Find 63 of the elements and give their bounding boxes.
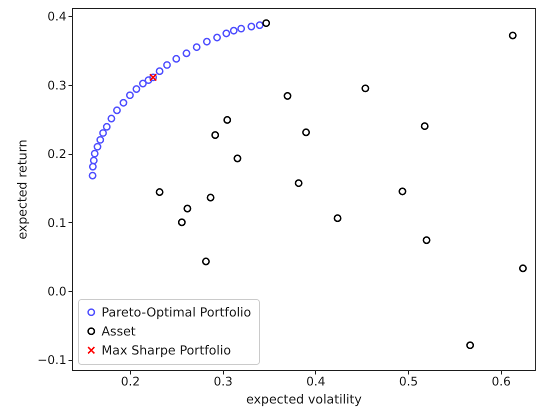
point xyxy=(247,22,256,30)
point xyxy=(156,67,164,76)
point xyxy=(508,32,517,40)
point xyxy=(420,122,429,130)
point xyxy=(466,341,474,350)
point xyxy=(284,92,292,100)
point xyxy=(223,116,232,124)
point xyxy=(139,80,147,88)
legend-label: Pareto-Optimal Portfolio xyxy=(102,304,252,320)
y-tick-label: 0.0 xyxy=(47,284,66,299)
point xyxy=(94,142,102,151)
point xyxy=(213,34,221,42)
point xyxy=(519,264,527,272)
point xyxy=(302,128,310,136)
point xyxy=(96,136,104,144)
point xyxy=(126,91,134,100)
point xyxy=(113,106,121,114)
point xyxy=(211,131,220,139)
y-tick-label: 0.3 xyxy=(47,78,66,92)
point xyxy=(144,76,152,84)
point xyxy=(132,85,140,93)
y-tick-label: 0.1 xyxy=(47,216,66,230)
point xyxy=(163,61,171,69)
x-tick-label: 0.5 xyxy=(398,374,418,388)
x-tick-label: 0.2 xyxy=(120,374,140,388)
y-tick-label: 0.2 xyxy=(47,147,66,162)
point xyxy=(90,156,98,164)
point xyxy=(422,236,430,244)
point xyxy=(222,30,230,38)
point xyxy=(183,204,192,212)
point xyxy=(256,21,264,30)
point xyxy=(206,194,214,202)
y-tick-label: 0.4 xyxy=(47,10,66,24)
point xyxy=(156,188,164,196)
legend-label: Asset xyxy=(102,323,136,338)
point xyxy=(230,26,238,35)
y-tick-label: −0.1 xyxy=(37,353,66,368)
point xyxy=(120,98,128,107)
x-tick-label: 0.6 xyxy=(492,374,511,388)
point xyxy=(192,43,201,52)
point xyxy=(107,114,116,122)
point xyxy=(361,84,370,92)
x-axis-title: expected volatility xyxy=(246,392,362,406)
point xyxy=(172,54,180,63)
point xyxy=(102,122,111,131)
point xyxy=(88,172,96,180)
point xyxy=(90,150,99,158)
point xyxy=(294,179,303,188)
point xyxy=(234,154,242,162)
point xyxy=(334,214,342,222)
legend-label: Max Sharpe Portfolio xyxy=(102,342,231,358)
point xyxy=(182,49,190,58)
point xyxy=(88,162,97,171)
y-axis-title: expected return xyxy=(14,139,30,240)
point xyxy=(99,129,107,137)
x-tick-label: 0.4 xyxy=(306,374,326,388)
point xyxy=(202,38,211,46)
point xyxy=(178,218,186,226)
point xyxy=(398,188,406,196)
x-tick-label: 0.3 xyxy=(214,374,233,388)
point xyxy=(202,258,210,266)
point xyxy=(237,24,246,33)
point xyxy=(262,19,270,28)
